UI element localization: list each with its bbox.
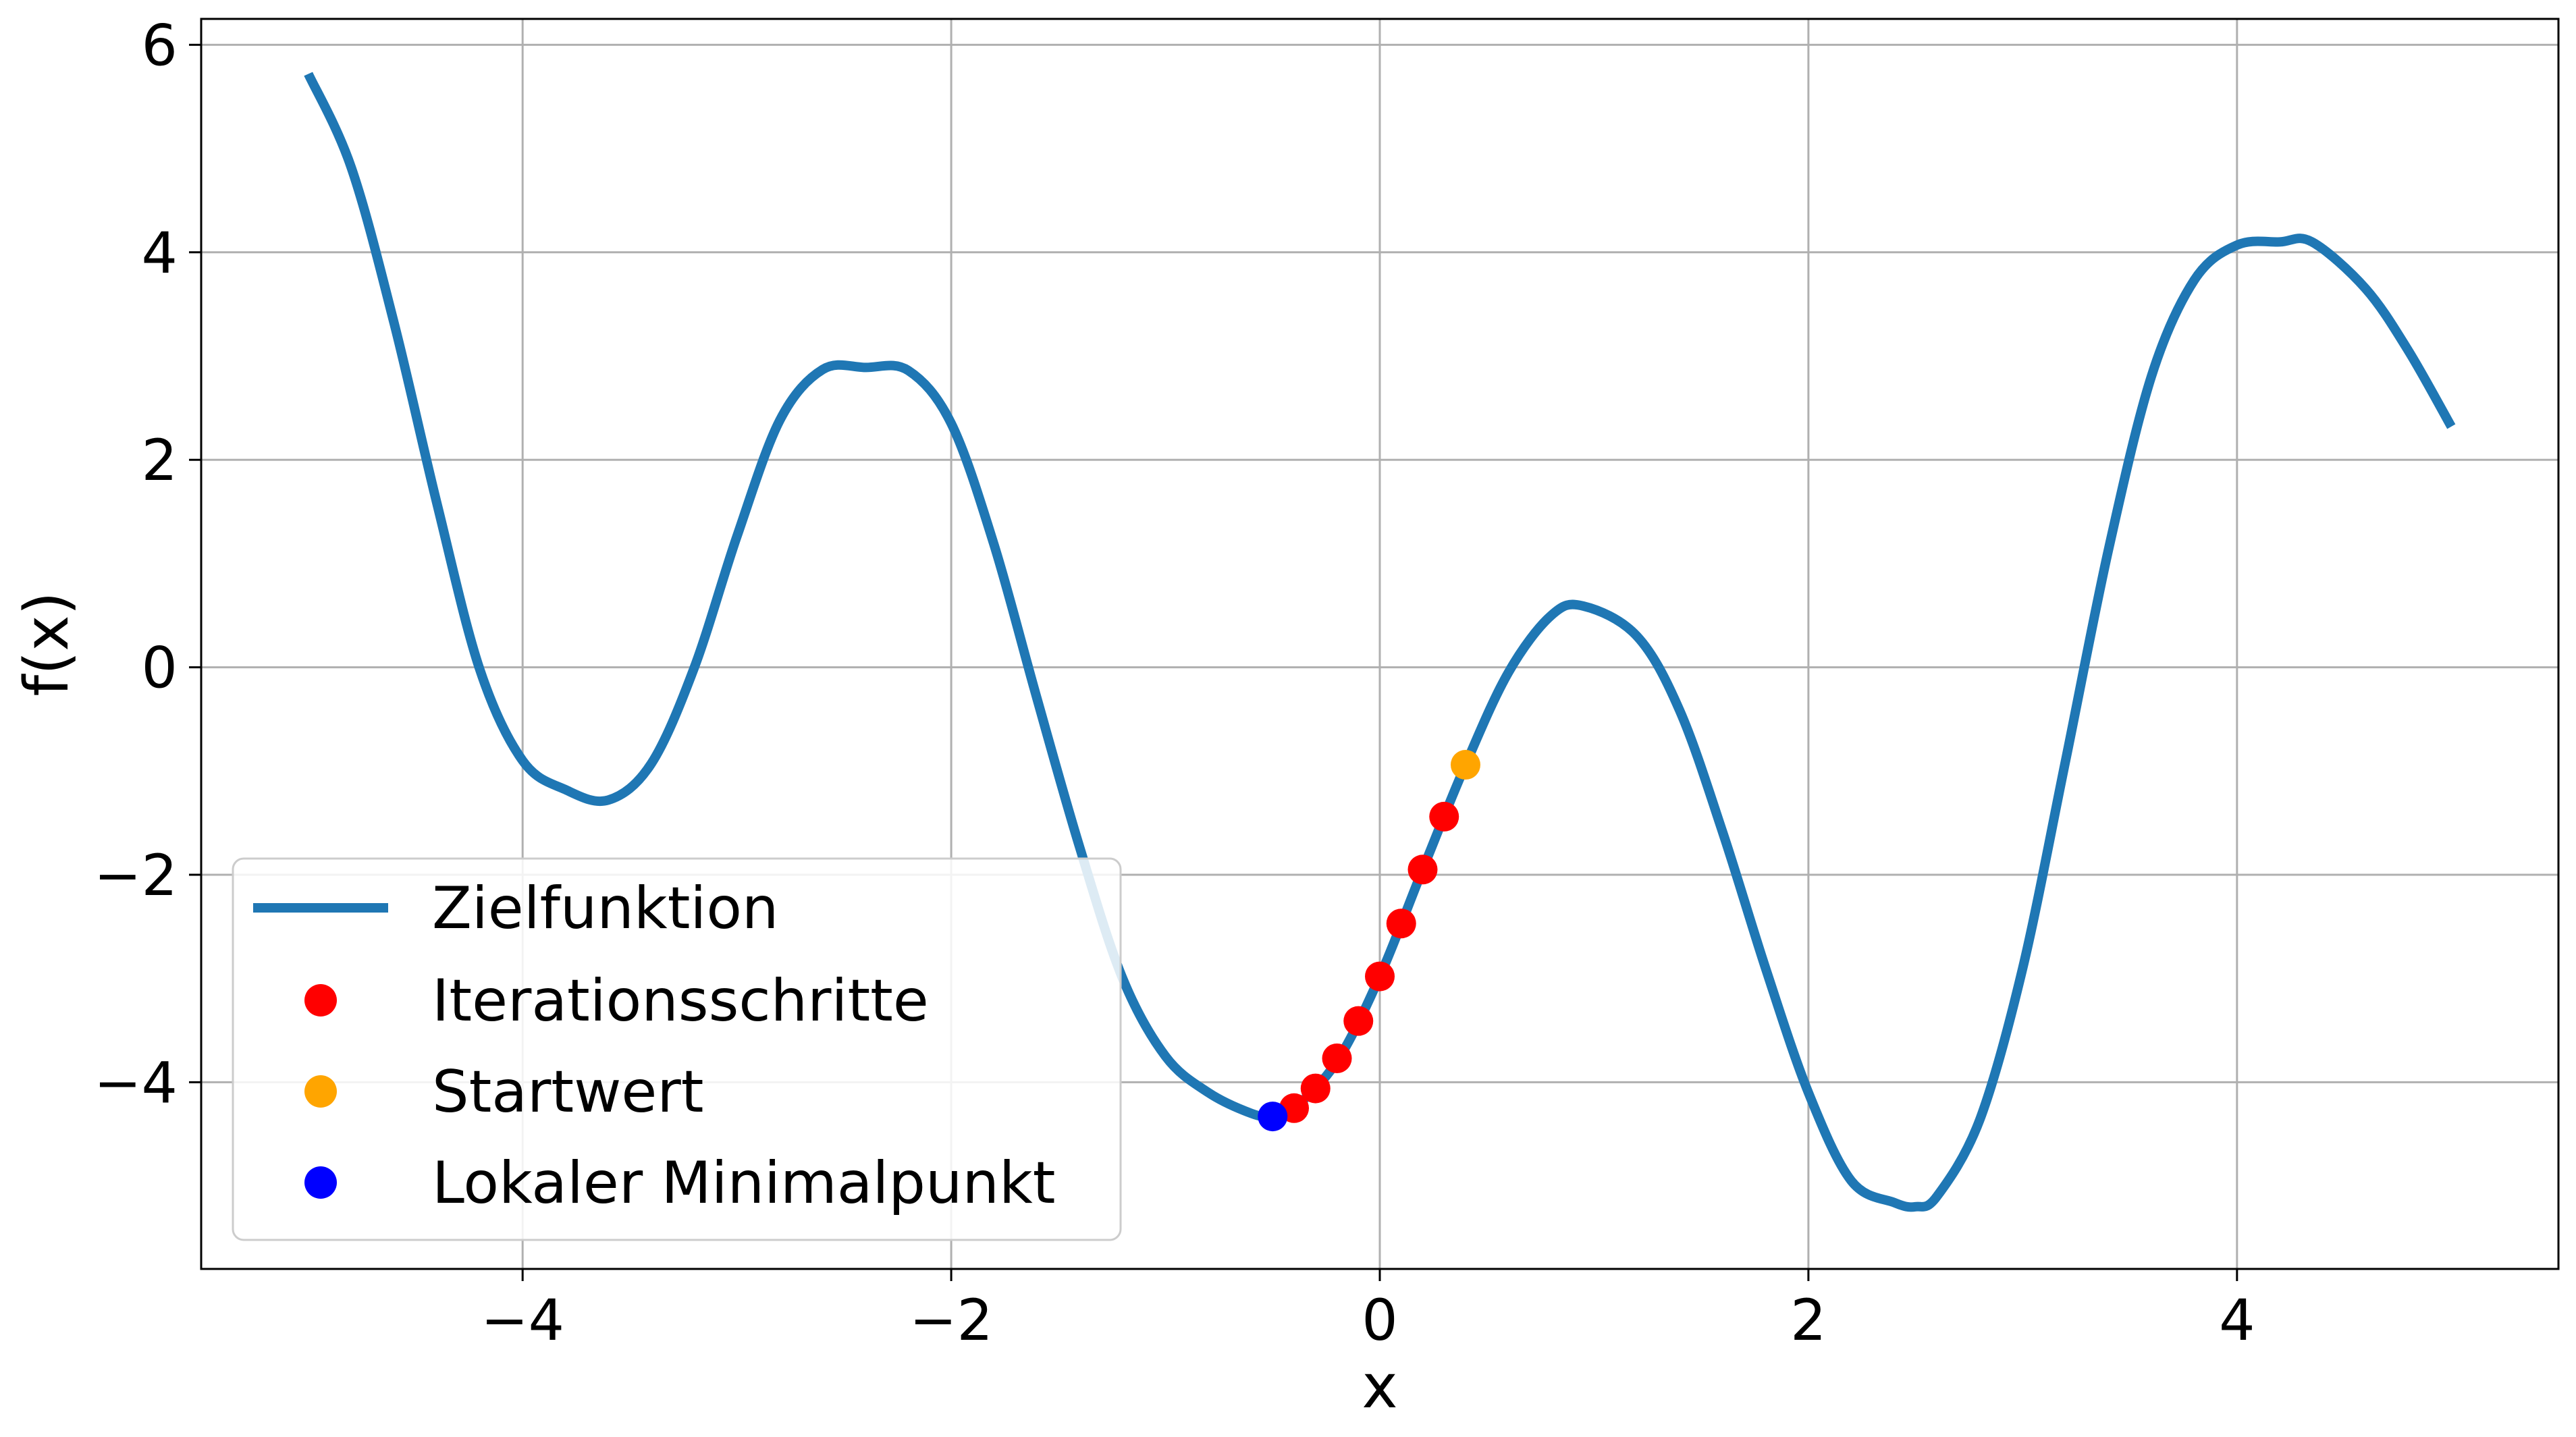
y-tick-label: 2 <box>142 427 178 493</box>
iteration-point <box>1343 1006 1374 1036</box>
iteration-point <box>1407 855 1438 885</box>
legend-swatch-iterationsschritte <box>304 984 337 1016</box>
local-minimum-point <box>1258 1102 1288 1132</box>
legend-label-startwert: Startwert <box>432 1058 703 1126</box>
legend-label-iterationsschritte: Iterationsschritte <box>432 967 929 1035</box>
iteration-point <box>1429 801 1459 832</box>
axis-ticks: −4 −2 0 2 4 −4 −2 0 2 4 6 <box>94 12 2255 1353</box>
x-tick-label: 4 <box>2219 1287 2255 1353</box>
y-tick-label: 6 <box>142 12 178 78</box>
x-tick-label: −2 <box>909 1287 993 1353</box>
plot-data <box>304 72 2456 1212</box>
legend: Zielfunktion Iterationsschritte Startwer… <box>232 857 1122 1241</box>
iteration-point <box>1300 1073 1331 1104</box>
x-axis-label: x <box>1362 1351 1397 1422</box>
legend-swatch-lokaler-minimalpunkt <box>304 1166 337 1199</box>
grid <box>201 19 2558 1269</box>
x-tick-label: −4 <box>481 1287 564 1353</box>
x-tick-label: 2 <box>1790 1287 1826 1353</box>
y-tick-label: −2 <box>94 842 178 909</box>
start-point <box>1450 750 1480 780</box>
legend-box <box>232 857 1122 1241</box>
y-axis-label: f(x) <box>11 591 82 696</box>
y-tick-label: 0 <box>142 635 178 701</box>
legend-label-lokaler-minimalpunkt: Lokaler Minimalpunkt <box>432 1149 1056 1217</box>
y-tick-label: −4 <box>94 1050 178 1116</box>
x-tick-label: 0 <box>1362 1287 1397 1353</box>
legend-label-zielfunktion: Zielfunktion <box>432 875 778 942</box>
y-tick-label: 4 <box>142 220 178 286</box>
iteration-point <box>1365 961 1395 992</box>
iteration-point <box>1322 1043 1352 1074</box>
legend-swatch-startwert <box>304 1075 337 1108</box>
iteration-point <box>1386 909 1416 939</box>
